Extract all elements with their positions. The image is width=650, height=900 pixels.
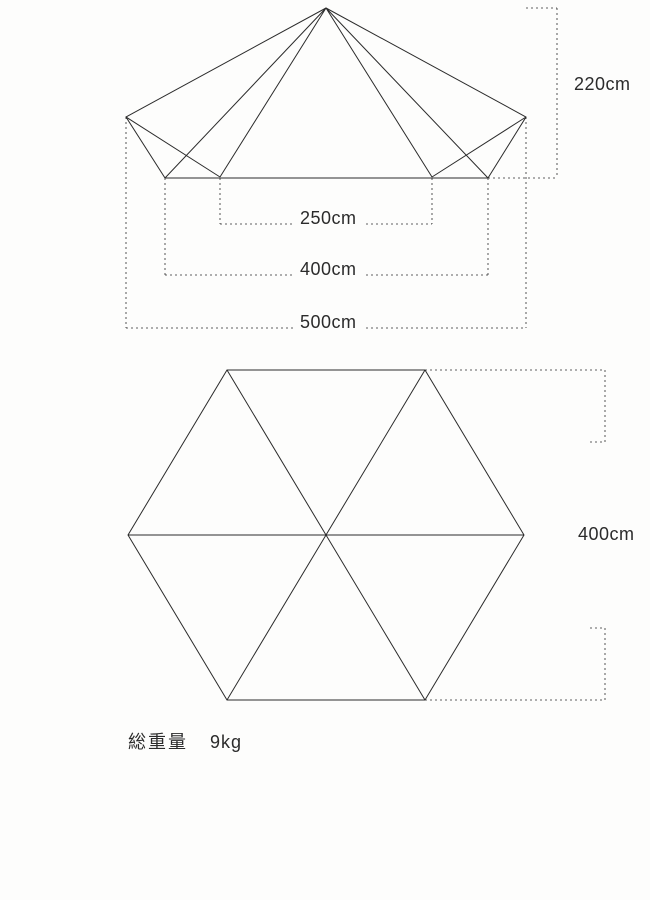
weight-value: 9kg (210, 732, 242, 752)
weight-label: 総重量 (128, 732, 188, 752)
dim-label-250: 250cm (300, 208, 357, 228)
dim-label-220: 220cm (574, 74, 631, 94)
dim-width-400-side: 400cm (165, 178, 488, 279)
dim-height-220: 220cm (488, 8, 631, 178)
dim-width-250: 250cm (220, 178, 432, 228)
dim-label-400-side: 400cm (300, 259, 357, 279)
dim-label-400-top: 400cm (578, 524, 635, 544)
hexagon-spokes (128, 370, 524, 700)
side-outline (126, 8, 526, 178)
side-inner-lines (126, 8, 526, 178)
dim-label-500: 500cm (300, 312, 357, 332)
top-view (128, 370, 524, 700)
side-view (126, 8, 526, 178)
spec-diagram: 220cm 250cm 400cm 500cm 400cm 総重量 9kg (0, 0, 650, 900)
